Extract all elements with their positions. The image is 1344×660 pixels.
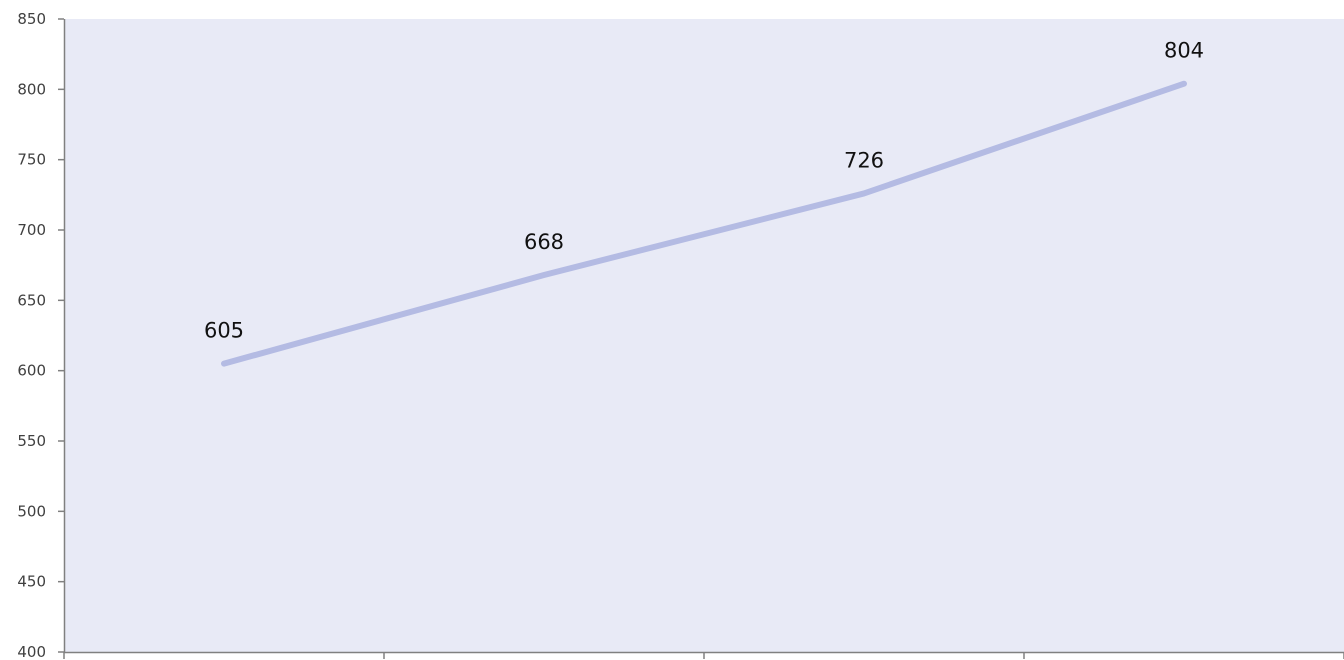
y-tick-label: 450 — [17, 573, 46, 591]
y-tick-label: 600 — [17, 362, 46, 380]
y-tick-label: 700 — [17, 221, 46, 239]
axes: 400 450 500 550 600 650 700 750 800 850 — [17, 10, 1344, 660]
data-labels: 605 668 726 804 — [204, 39, 1204, 343]
y-tick-label: 550 — [17, 432, 46, 450]
series-line — [221, 80, 1187, 367]
y-tick-label: 650 — [17, 291, 46, 309]
data-label: 668 — [524, 230, 564, 254]
y-tick-label: 850 — [17, 10, 46, 28]
y-tick-label: 400 — [17, 643, 46, 660]
y-tick-label: 800 — [17, 80, 46, 98]
series-layer — [221, 80, 1187, 367]
data-label: 804 — [1164, 39, 1204, 63]
plot-area — [64, 19, 1344, 652]
data-label: 605 — [204, 319, 244, 343]
y-tick-label: 500 — [17, 502, 46, 520]
y-tick-label: 750 — [17, 151, 46, 169]
data-label: 726 — [844, 148, 884, 172]
